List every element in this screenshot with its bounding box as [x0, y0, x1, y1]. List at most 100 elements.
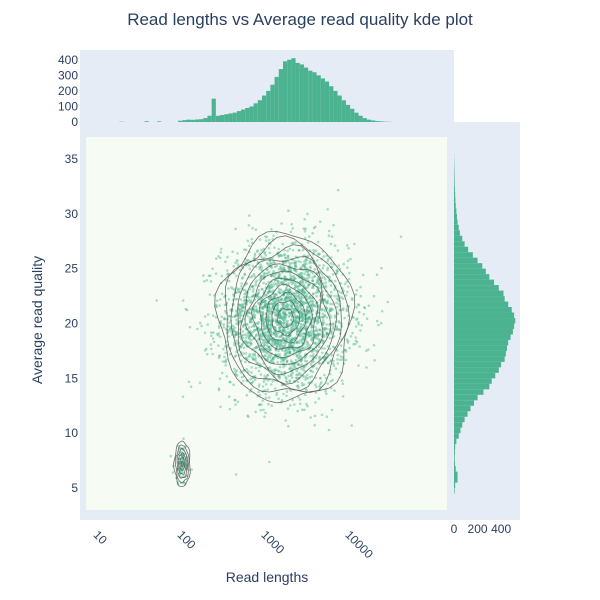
scatter-point: [301, 311, 305, 315]
scatter-point: [266, 262, 270, 266]
scatter-point: [260, 335, 263, 338]
scatter-point: [225, 269, 229, 272]
scatter-point: [297, 315, 300, 319]
scatter-point: [288, 295, 292, 299]
scatter-point: [273, 333, 277, 337]
scatter-point: [316, 322, 319, 325]
scatter-point: [277, 283, 280, 286]
top-histogram-bar: [207, 115, 212, 122]
scatter-point: [342, 262, 346, 266]
scatter-point: [289, 230, 293, 233]
scatter-point: [272, 357, 275, 360]
scatter-point: [282, 309, 285, 313]
scatter-point: [269, 261, 273, 265]
scatter-point: [268, 289, 272, 293]
scatter-point: [304, 359, 307, 363]
scatter-point: [240, 342, 244, 346]
scatter-point: [277, 353, 280, 356]
scatter-point: [316, 290, 320, 294]
scatter-point: [331, 378, 335, 382]
top-histogram-bar: [320, 78, 325, 122]
scatter-point: [312, 226, 316, 230]
right-histogram-tick-label: 400: [491, 522, 511, 536]
scatter-point: [318, 220, 322, 223]
scatter-point: [323, 298, 326, 302]
scatter-point: [273, 261, 277, 265]
scatter-point: [234, 332, 238, 335]
scatter-point: [269, 329, 272, 332]
scatter-point: [293, 276, 296, 279]
scatter-point: [285, 331, 289, 335]
scatter-point: [268, 349, 272, 352]
right-histogram-bar: [454, 449, 455, 456]
scatter-point: [287, 282, 290, 285]
scatter-point: [256, 361, 260, 365]
scatter-point: [321, 339, 324, 343]
scatter-point: [301, 319, 304, 323]
scatter-point: [283, 328, 287, 332]
scatter-point: [325, 302, 328, 305]
scatter-point: [299, 260, 302, 264]
scatter-point: [296, 314, 299, 318]
scatter-point: [296, 373, 300, 377]
scatter-point: [253, 254, 257, 257]
scatter-point: [303, 326, 307, 330]
scatter-point: [271, 273, 274, 277]
scatter-point: [306, 312, 310, 315]
scatter-point: [254, 309, 258, 313]
scatter-point: [304, 258, 308, 261]
scatter-point: [235, 322, 238, 325]
scatter-point: [298, 351, 302, 355]
scatter-point: [316, 252, 320, 256]
scatter-point: [282, 313, 286, 317]
scatter-point: [262, 256, 266, 260]
scatter-point: [266, 355, 270, 359]
scatter-point: [270, 368, 273, 372]
scatter-point: [242, 325, 245, 328]
scatter-point: [300, 313, 304, 316]
scatter-point: [265, 268, 269, 272]
scatter-point: [290, 305, 293, 309]
scatter-point: [313, 383, 317, 387]
scatter-point: [302, 337, 305, 340]
scatter-point: [282, 341, 286, 345]
scatter-point: [285, 348, 288, 351]
scatter-point: [329, 242, 333, 246]
top-histogram-bar: [203, 118, 208, 122]
scatter-point: [279, 281, 283, 285]
scatter-point: [338, 308, 341, 312]
scatter-point: [300, 314, 303, 318]
scatter-point: [314, 225, 317, 228]
scatter-point: [287, 331, 291, 335]
scatter-point: [265, 358, 269, 361]
scatter-point: [359, 285, 362, 289]
scatter-point: [272, 343, 276, 346]
scatter-point: [355, 340, 359, 344]
scatter-point: [277, 279, 280, 283]
scatter-point: [207, 274, 211, 278]
scatter-point: [287, 344, 291, 348]
scatter-point: [292, 307, 296, 311]
scatter-point: [205, 347, 208, 351]
scatter-point: [223, 309, 227, 313]
scatter-point: [329, 314, 332, 317]
scatter-point: [290, 336, 294, 340]
scatter-point: [294, 260, 298, 263]
scatter-point: [312, 304, 316, 307]
scatter-point: [311, 370, 315, 374]
right-histogram-bar: [454, 345, 508, 351]
scatter-point: [227, 287, 230, 290]
scatter-point: [347, 277, 351, 281]
scatter-point: [283, 311, 287, 315]
scatter-point: [291, 281, 295, 284]
scatter-point: [259, 266, 262, 269]
scatter-point: [266, 318, 269, 322]
scatter-point: [269, 290, 273, 294]
scatter-point: [222, 326, 226, 329]
scatter-point: [245, 356, 248, 360]
scatter-point: [279, 340, 283, 343]
scatter-point: [304, 393, 307, 397]
scatter-point: [298, 328, 302, 331]
scatter-point: [212, 331, 215, 335]
scatter-point: [294, 376, 298, 380]
